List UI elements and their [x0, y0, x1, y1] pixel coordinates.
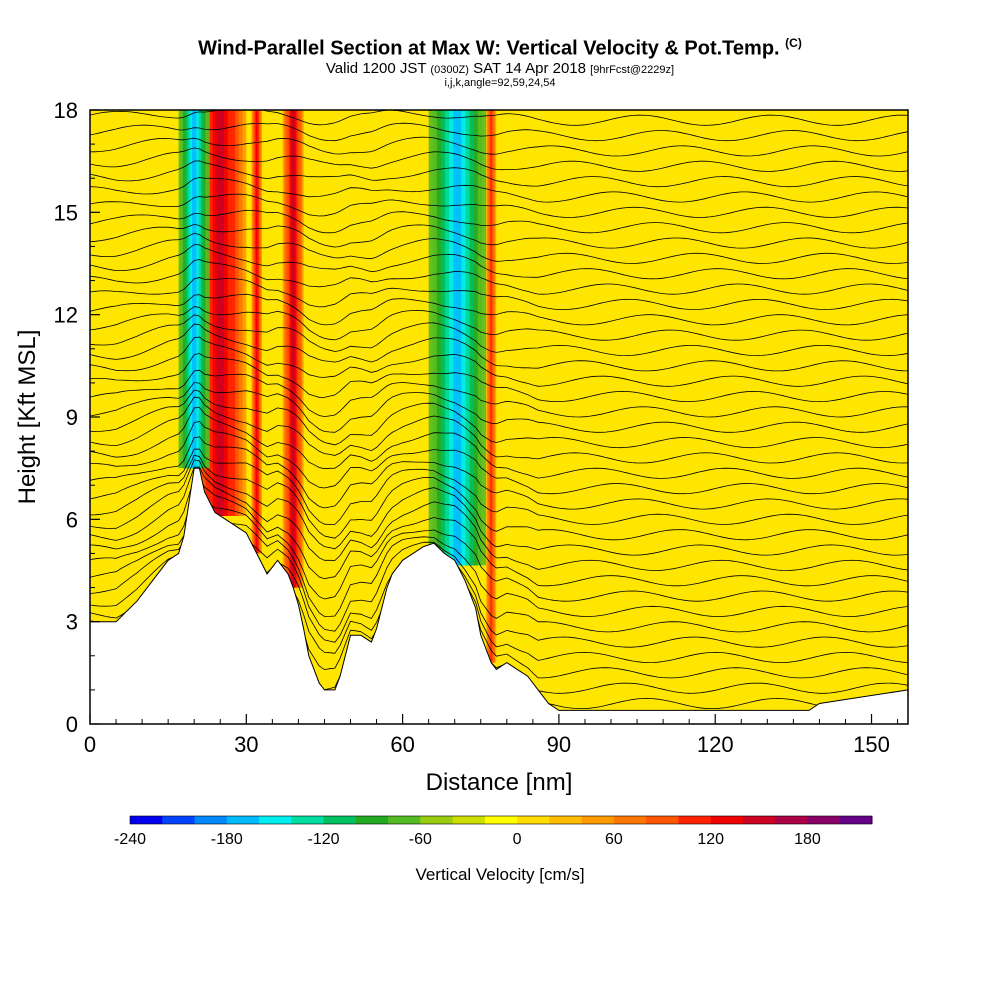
theta-contour-12	[90, 448, 908, 525]
theta-contour-22	[90, 323, 908, 372]
theta-contour-29	[90, 232, 908, 264]
x-tick-label: 150	[853, 732, 890, 757]
valid-main: Valid 1200 JST	[325, 60, 427, 77]
x-axis-label: Distance [nm]	[426, 769, 573, 796]
downdraft-band-0-level-6	[191, 110, 197, 469]
colorbar-swatch	[581, 816, 615, 824]
theta-contour-34	[90, 160, 908, 188]
x-tick-label: 90	[547, 732, 571, 757]
forecast-info: [9hrFcst@2229z]	[590, 64, 675, 76]
y-tick-label: 6	[66, 507, 78, 532]
theta-contour-10	[90, 459, 908, 556]
axes: 0 30 60 90 120 150 0 3 6 9 12 15 18	[54, 98, 899, 757]
theta-contour-27	[90, 259, 908, 295]
theta-contour-15	[90, 407, 908, 479]
colorbar-tick-label: -60	[409, 831, 432, 848]
colorbar-swatch	[323, 816, 357, 824]
theta-contour-24	[90, 306, 908, 341]
theta-contour-20	[90, 352, 908, 403]
colorbar-swatch	[549, 816, 583, 824]
theta-contour-18	[90, 382, 908, 433]
colorbar-swatch	[194, 816, 228, 824]
chart-title-text: Wind-Parallel Section at Max W: Vertical…	[198, 37, 780, 60]
colorbar-swatch	[226, 816, 260, 824]
theta-contour-33	[90, 177, 908, 203]
colorbar-swatch	[259, 816, 292, 824]
colorbar-swatch	[839, 816, 873, 824]
x-tick-label: 30	[234, 732, 258, 757]
colorbar-swatch	[420, 816, 454, 824]
colorbar-swatch	[291, 816, 325, 824]
copyright-mark: (C)	[785, 36, 802, 50]
y-tick-label: 18	[54, 98, 78, 123]
colorbar: -240 -180 -120 -60 0 60 120 180	[114, 815, 873, 848]
x-tick-label: 0	[84, 732, 96, 757]
colorbar-swatch	[452, 816, 486, 824]
theta-contour-26	[90, 277, 908, 310]
theta-contour-32	[90, 193, 908, 218]
downdraft-band-1-level-6	[453, 110, 462, 566]
colorbar-swatch	[742, 816, 776, 824]
y-tick-label: 15	[54, 200, 78, 225]
colorbar-swatch	[807, 816, 841, 824]
terrain-area	[90, 467, 908, 724]
valid-time-line: Valid 1200 JST (0300Z) SAT 14 Apr 2018 […	[0, 60, 1000, 77]
y-axis-label: Height [Kft MSL]	[14, 330, 41, 505]
colorbar-swatch	[130, 816, 163, 824]
theta-contour-21	[90, 336, 908, 387]
colorbar-swatch	[484, 816, 518, 824]
colorbar-swatch	[775, 816, 808, 824]
colorbar-title: Vertical Velocity [cm/s]	[415, 865, 584, 884]
colorbar-swatch	[678, 816, 712, 824]
chart-title: Wind-Parallel Section at Max W: Vertical…	[0, 36, 1000, 61]
updraft-band-0-level-6	[216, 110, 224, 516]
colorbar-swatch	[162, 816, 196, 824]
colorbar-swatch	[646, 816, 679, 824]
colorbar-swatch	[388, 816, 421, 824]
theta-contour-7	[90, 489, 908, 602]
theta-contour-14	[90, 420, 908, 495]
theta-contour-25	[90, 293, 908, 326]
theta-contour-19	[90, 369, 908, 418]
y-tick-label: 3	[66, 610, 78, 635]
valid-date: SAT 14 Apr 2018	[473, 60, 586, 77]
theta-contour-13	[90, 436, 908, 510]
theta-contour-36	[90, 136, 908, 157]
y-tick-label: 9	[66, 405, 78, 430]
theta-contour-23	[90, 314, 908, 357]
theta-contour-11	[90, 454, 908, 541]
theta-contour-30	[90, 223, 908, 249]
colorbar-swatch	[710, 816, 744, 824]
colorbar-tick-label: -180	[211, 831, 243, 848]
theta-contour-17	[90, 389, 908, 449]
colorbar-tick-label: 120	[697, 831, 724, 848]
terrain-mask	[90, 467, 908, 724]
index-info: i,j,k,angle=92,59,24,54	[444, 77, 556, 89]
valid-utc: (0300Z)	[430, 64, 469, 76]
theta-contour-28	[90, 244, 908, 280]
x-tick-label: 120	[697, 732, 734, 757]
colorbar-swatch	[517, 816, 550, 824]
x-tick-label: 60	[390, 732, 414, 757]
updraft-band-2-level-6	[291, 110, 295, 588]
y-tick-label: 12	[54, 303, 78, 328]
theta-contour-8	[90, 476, 908, 587]
theta-contour-37	[90, 122, 908, 142]
theta-contour-31	[90, 209, 908, 234]
colorbar-frame	[129, 815, 873, 825]
colorbar-tick-label: 60	[605, 831, 623, 848]
colorbar-tick-label: -240	[114, 831, 146, 848]
theta-contour-38	[90, 110, 908, 126]
colorbar-tick-label: 0	[513, 831, 522, 848]
colorbar-swatch	[613, 816, 647, 824]
colorbar-tick-label: 180	[794, 831, 821, 848]
colorbar-tick-label: -120	[308, 831, 340, 848]
theta-contour-16	[90, 396, 908, 464]
colorbar-swatch	[355, 816, 389, 824]
y-tick-label: 0	[66, 712, 78, 737]
theta-contour-35	[90, 147, 908, 172]
theta-contour-9	[90, 466, 908, 571]
